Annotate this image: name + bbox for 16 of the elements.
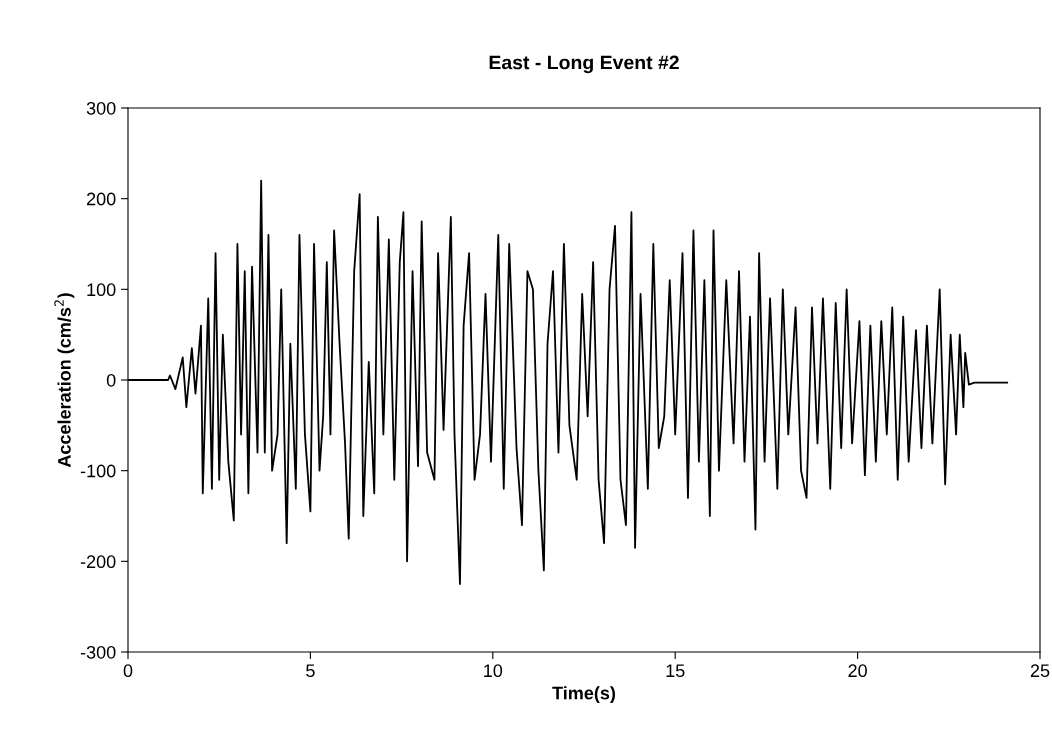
y-tick-label: -100	[80, 464, 116, 478]
x-tick-label: 20	[848, 664, 867, 678]
x-tick-label: 0	[123, 664, 133, 678]
y-tick-label: -200	[80, 555, 116, 569]
y-tick-label: 100	[87, 283, 116, 297]
y-tick-label: 0	[106, 373, 116, 387]
chart-title: East - Long Event #2	[489, 55, 679, 74]
y-tick-label: -300	[80, 645, 116, 659]
x-tick-label: 15	[666, 664, 685, 678]
x-axis-title: Time(s)	[552, 686, 616, 704]
x-tick-label: 10	[484, 664, 503, 678]
y-tick-label: 300	[86, 101, 116, 115]
x-tick-label: 25	[1030, 664, 1050, 678]
y-tick-label: 200	[86, 192, 116, 206]
y-axis-title: Acceleration (cm/s$^{2}$)	[54, 293, 75, 468]
x-tick-label: 5	[306, 664, 315, 678]
